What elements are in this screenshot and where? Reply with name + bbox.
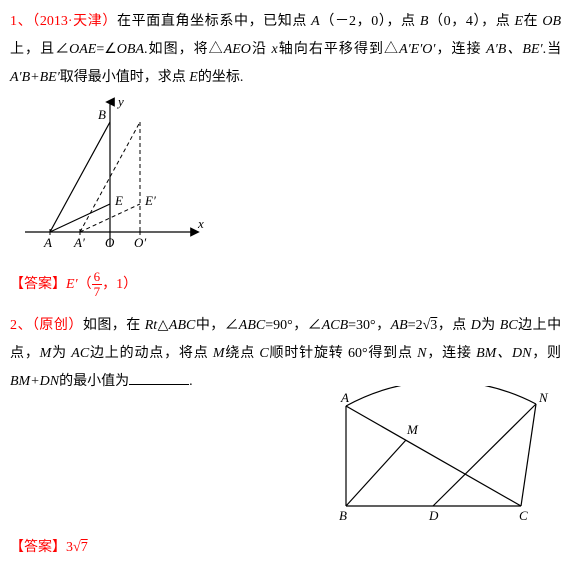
- p1-OBA: OBA: [117, 42, 144, 57]
- p2-to: 的最小值为: [59, 374, 129, 389]
- p2-tj: 边上的动点，将点: [89, 346, 208, 361]
- p2-M: M: [40, 346, 52, 361]
- p1-E: E: [514, 14, 523, 29]
- p2-tri: △: [157, 318, 169, 333]
- p1-tc: 沿: [251, 42, 267, 57]
- p2-C: C: [259, 346, 268, 361]
- p2-BM: BM、DN: [476, 346, 531, 361]
- p2-ta: 如图，在: [83, 318, 141, 333]
- p1-ta: 在平面直角坐标系中，已知点: [117, 14, 307, 29]
- p2-tf: ，点: [437, 318, 466, 333]
- p2-td: =30°，: [348, 318, 390, 333]
- p2-AC: AC: [71, 346, 89, 361]
- a1-pl: （: [78, 277, 92, 292]
- p1-eq: =∠: [96, 42, 116, 57]
- a1-label: 【答案】: [10, 277, 66, 292]
- p2-te: =2: [408, 318, 423, 333]
- p2-ACB: ACB: [322, 318, 348, 333]
- p2-ti: 为: [51, 346, 67, 361]
- p1-E2: E: [189, 70, 198, 85]
- p2-tb: 中，∠: [195, 318, 238, 333]
- p1-Ac: （－2，0），点: [320, 14, 416, 29]
- p2-blank: [129, 370, 189, 385]
- d1-y: y: [116, 94, 124, 109]
- d1-O: O: [105, 235, 115, 250]
- p2-tg: 为: [481, 318, 496, 333]
- answer-1: 【答案】E′（67，1）: [10, 270, 561, 300]
- p2-ABC: ABC: [169, 318, 195, 333]
- problem-1-number: 1、（2013·天津）: [10, 14, 117, 29]
- d2-B: B: [339, 508, 347, 523]
- d2-D: D: [428, 508, 439, 523]
- problem-2-number: 2、（原创）: [10, 318, 83, 333]
- p2-M2: M: [213, 346, 225, 361]
- problem-2-text: 2、（原创）如图，在 Rt△ABC中，∠ABC=90°，∠ACB=30°，AB=…: [10, 312, 561, 396]
- p2-tc: =90°，∠: [265, 318, 321, 333]
- d1-x: x: [197, 216, 204, 231]
- p1-AEO: AEO: [224, 42, 251, 57]
- d1-Ep: E′: [144, 193, 156, 208]
- a1-den: 7: [92, 285, 103, 299]
- diagram-1: y x B E E′ A A′ O O′: [10, 92, 561, 262]
- a1-frac: 67: [92, 270, 103, 300]
- p2-ABC2: ABC: [239, 318, 265, 333]
- a2-sqrt: √7: [73, 540, 88, 555]
- p1-td: 轴向右平移得到△: [278, 42, 399, 57]
- p1-tg: 取得最小值时，求点: [60, 70, 186, 85]
- p1-tf: .当: [543, 42, 562, 57]
- a1-num: 6: [92, 270, 103, 285]
- p1-AB2: A′B、BE′: [486, 42, 542, 57]
- d2-A: A: [340, 390, 349, 405]
- p1-OAE: OAE: [69, 42, 96, 57]
- p2-tl: 顺时针旋转 60°得到点: [269, 346, 413, 361]
- d2-M: M: [406, 422, 419, 437]
- a2-label: 【答案】: [10, 540, 66, 555]
- p1-th: 的坐标.: [198, 70, 244, 85]
- d1-Ap: A′: [73, 235, 85, 250]
- p1-sum: A′B+BE′: [10, 70, 60, 85]
- problem-1-text: 1、（2013·天津）在平面直角坐标系中，已知点 A（－2，0），点 B（0，4…: [10, 8, 561, 92]
- p1-AEO2: A′E′O′: [399, 42, 435, 57]
- p1-te: ，连接: [435, 42, 481, 57]
- p2-BC: BC: [500, 318, 518, 333]
- p2-tk: 绕点: [225, 346, 255, 361]
- d2-C: C: [519, 508, 528, 523]
- p1-Bc: （0，4），点: [428, 14, 510, 29]
- a1-E: E′: [66, 277, 78, 292]
- p2-sqrt3: √3: [423, 318, 438, 333]
- d1-B: B: [98, 107, 106, 122]
- p1-on2: 上，且∠: [10, 42, 69, 57]
- p2-BMDN: BM+DN: [10, 374, 59, 389]
- d1-A: A: [43, 235, 52, 250]
- p1-OB: OB: [542, 14, 561, 29]
- diagram-2: A N M B D C: [10, 386, 561, 526]
- p2-D: D: [471, 318, 481, 333]
- p2-Rt: Rt: [145, 318, 157, 333]
- a1-mid: ，1）: [102, 277, 137, 292]
- d1-Op: O′: [134, 235, 146, 250]
- d1-E: E: [114, 193, 123, 208]
- p2-tn: ，则: [531, 346, 561, 361]
- d2-N: N: [538, 390, 549, 405]
- p2-AB: AB: [391, 318, 408, 333]
- p1-A: A: [311, 14, 320, 29]
- p2-tm: ，连接: [427, 346, 472, 361]
- a2-pre: 3: [66, 540, 73, 555]
- p2-N: N: [417, 346, 426, 361]
- p1-on: 在: [523, 14, 538, 29]
- answer-2: 【答案】3√7: [10, 534, 561, 562]
- p1-tb: .如图，将△: [144, 42, 224, 57]
- p2-period: .: [189, 374, 193, 389]
